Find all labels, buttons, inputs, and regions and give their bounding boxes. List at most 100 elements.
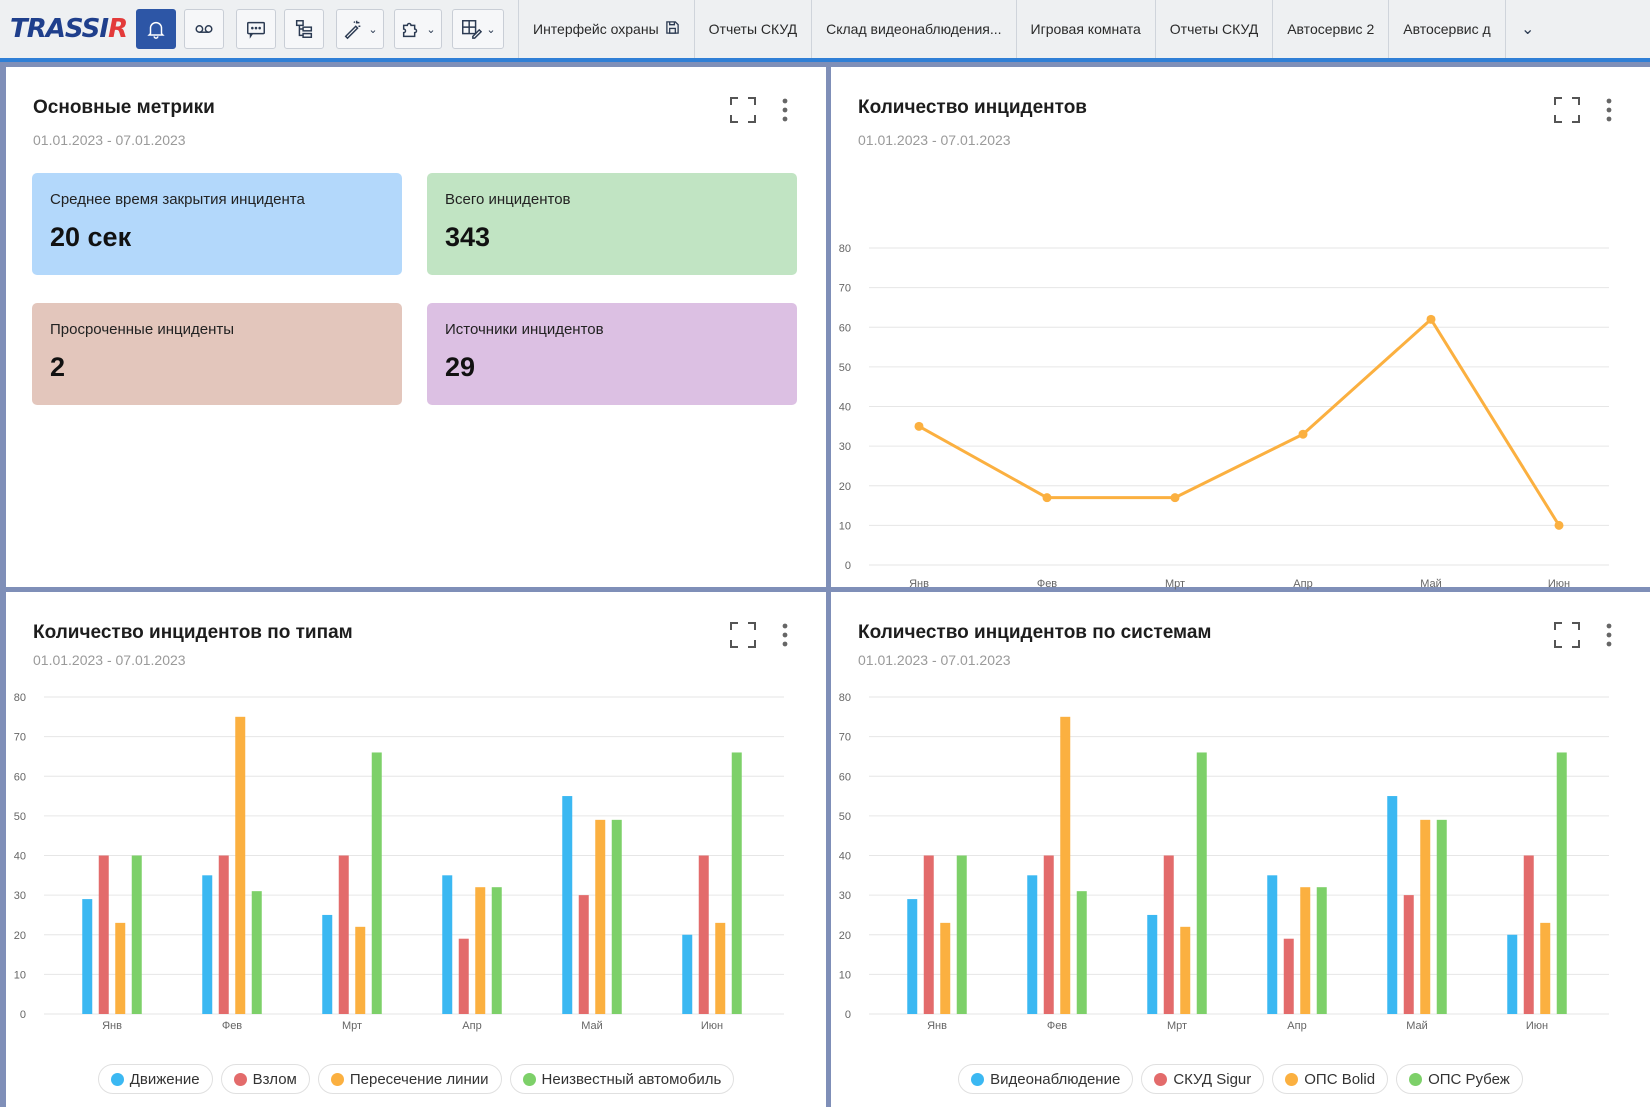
- hierarchy-icon: [295, 20, 313, 38]
- x-tick-label: Апр: [1287, 1020, 1306, 1032]
- tabs-more-button[interactable]: ⌄: [1506, 0, 1550, 58]
- legend-item[interactable]: Видеонаблюдение: [958, 1064, 1134, 1094]
- data-point: [1298, 429, 1308, 439]
- tab-3[interactable]: Игровая комната: [1017, 0, 1156, 58]
- bar: [1420, 819, 1431, 1014]
- y-tick-label: 0: [845, 1009, 851, 1021]
- legend-dot: [110, 1072, 124, 1086]
- panel-title: Количество инцидентов: [858, 97, 1087, 118]
- more-vertical-icon[interactable]: [782, 623, 788, 647]
- legend-label: Неизвестный автомобиль: [541, 1070, 722, 1088]
- chevron-down-icon: ⌄: [368, 23, 378, 36]
- save-icon[interactable]: [665, 20, 680, 38]
- legend-item[interactable]: Пересечение линии: [317, 1064, 502, 1094]
- x-tick-label: Фев: [222, 1020, 242, 1032]
- magic-wand-dropdown[interactable]: ⌄: [336, 9, 384, 49]
- bar: [1076, 891, 1087, 1014]
- fullscreen-icon[interactable]: [730, 622, 756, 648]
- panel-date-range: 01.01.2023 - 07.01.2023: [33, 132, 186, 148]
- legend-label: Движение: [129, 1070, 200, 1088]
- metric-label: Просроченные инциденты: [50, 321, 234, 338]
- metric-value: 343: [445, 222, 491, 252]
- incidents-by-system-chart: 0 10 20 30 40 50 60 70 80 Янв Фев Мрт Апр Май Июн: [839, 692, 1609, 1032]
- more-vertical-icon[interactable]: [782, 98, 788, 122]
- y-tick-label: 70: [839, 283, 851, 295]
- incidents-by-system-panel: Количество инцидентов по системам 01.01.…: [831, 592, 1650, 1107]
- metric-value: 29: [445, 352, 476, 382]
- x-tick-label: Янв: [102, 1020, 122, 1032]
- y-tick-label: 60: [14, 771, 26, 783]
- fullscreen-icon[interactable]: [1554, 97, 1580, 123]
- bar: [1147, 914, 1158, 1014]
- data-point: [914, 421, 924, 431]
- x-tick-label: Мрт: [1167, 1020, 1187, 1032]
- plugins-dropdown[interactable]: ⌄: [394, 9, 442, 49]
- legend-item[interactable]: Неизвестный автомобиль: [509, 1064, 735, 1094]
- x-tick-label: Июн: [1526, 1020, 1548, 1032]
- legend-label: Видеонаблюдение: [990, 1070, 1121, 1088]
- y-tick-label: 50: [839, 362, 851, 374]
- hierarchy-button[interactable]: [284, 9, 324, 49]
- chevron-down-icon: ⌄: [426, 23, 436, 36]
- tab-4[interactable]: Отчеты СКУД: [1156, 0, 1274, 58]
- bar: [458, 938, 469, 1014]
- voicemail-button[interactable]: [184, 9, 224, 49]
- y-tick-label: 10: [14, 969, 26, 981]
- bar: [595, 819, 606, 1014]
- bar: [475, 887, 486, 1014]
- panel-title: Количество инцидентов по системам: [858, 622, 1212, 643]
- y-tick-label: 20: [14, 930, 26, 942]
- bar: [355, 926, 366, 1014]
- more-vertical-icon[interactable]: [1606, 98, 1612, 122]
- legend-dot: [330, 1072, 344, 1086]
- metric-card-sources: Источники инцидентов 29: [427, 303, 797, 405]
- bar: [682, 934, 693, 1014]
- bar: [218, 855, 229, 1014]
- tab-0[interactable]: Интерфейс охраны: [519, 0, 695, 58]
- y-tick-label: 70: [839, 732, 851, 744]
- bar: [715, 922, 726, 1014]
- x-tick-label: Апр: [462, 1020, 481, 1032]
- y-tick-label: 50: [839, 811, 851, 823]
- legend-dot: [1285, 1072, 1299, 1086]
- tab-1[interactable]: Отчеты СКУД: [695, 0, 813, 58]
- notifications-button[interactable]: [136, 9, 176, 49]
- y-tick-label: 30: [14, 890, 26, 902]
- tab-2[interactable]: Склад видеонаблюдения...: [812, 0, 1017, 58]
- bar: [1540, 922, 1551, 1014]
- message-icon: [247, 21, 265, 39]
- more-vertical-icon[interactable]: [1606, 623, 1612, 647]
- legend-item[interactable]: ОПС Bolid: [1272, 1064, 1389, 1094]
- bar: [578, 895, 589, 1014]
- bar: [1027, 875, 1038, 1014]
- tab-5[interactable]: Автосервис 2: [1273, 0, 1390, 58]
- bar: [940, 922, 951, 1014]
- legend-item[interactable]: СКУД Sigur: [1141, 1064, 1265, 1094]
- x-tick-label: Фев: [1047, 1020, 1067, 1032]
- x-tick-label: Май: [1406, 1020, 1428, 1032]
- x-tick-label: Май: [581, 1020, 603, 1032]
- legend-item[interactable]: Взлом: [220, 1064, 310, 1094]
- fullscreen-icon[interactable]: [730, 97, 756, 123]
- bar: [1267, 875, 1278, 1014]
- fullscreen-icon[interactable]: [1554, 622, 1580, 648]
- voicemail-icon: [195, 25, 213, 33]
- legend-label: Пересечение линии: [349, 1070, 489, 1088]
- legend-item[interactable]: ОПС Рубеж: [1396, 1064, 1523, 1094]
- legend-label: ОПС Рубеж: [1428, 1070, 1510, 1088]
- y-tick-label: 60: [839, 322, 851, 334]
- messages-button[interactable]: [236, 9, 276, 49]
- bar: [1300, 887, 1311, 1014]
- metric-value: 20 сек: [50, 222, 132, 252]
- layout-edit-dropdown[interactable]: ⌄: [452, 9, 504, 49]
- legend-item[interactable]: Движение: [97, 1064, 213, 1094]
- y-tick-label: 40: [839, 851, 851, 863]
- y-tick-label: 40: [839, 402, 851, 414]
- tab-6[interactable]: Автосервис д: [1389, 0, 1506, 58]
- y-tick-label: 0: [20, 1009, 26, 1021]
- bar: [1316, 887, 1327, 1014]
- bar: [1196, 752, 1207, 1014]
- layout-tabs: Интерфейс охраны Отчеты СКУД Склад видео…: [519, 0, 1550, 58]
- x-tick-label: Мрт: [1165, 578, 1185, 590]
- bar: [1163, 855, 1174, 1014]
